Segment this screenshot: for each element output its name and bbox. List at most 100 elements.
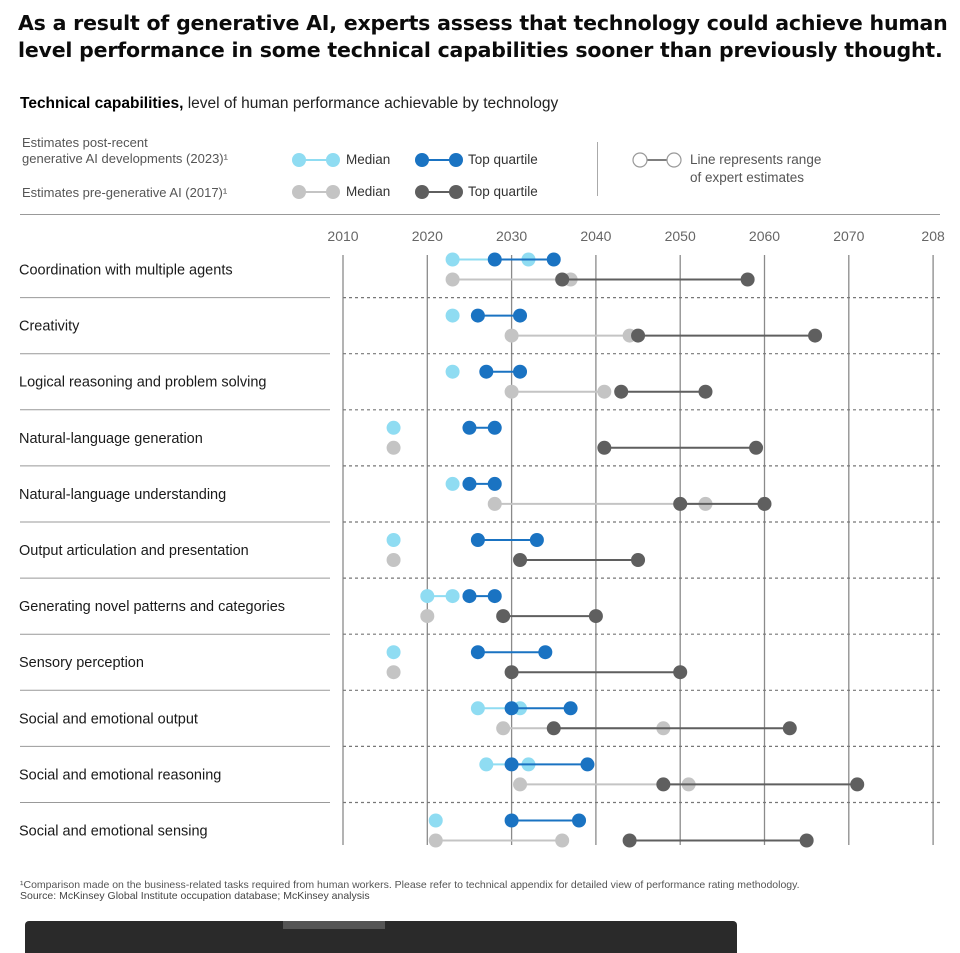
x-tick-label: 2030 [496, 228, 527, 244]
median-2023-dot-end [445, 589, 460, 604]
x-tick-label: 2070 [833, 228, 864, 244]
legend-median-2017-dot-start [292, 185, 306, 199]
median-2023-dot-start [420, 589, 435, 604]
top-2023-dot-start [470, 533, 485, 547]
median-2023-dot-start [445, 476, 460, 491]
legend-range-dot-start [632, 152, 648, 168]
legend-pre-label: Estimates pre-generative AI (2017)¹ [22, 185, 228, 200]
chart-top-rule [20, 214, 940, 215]
legend-median-2023-dot-start [292, 153, 306, 167]
median-2017-dot-start [487, 496, 502, 511]
x-tick-label: 2060 [749, 228, 780, 244]
top-2023-dot-start [504, 813, 519, 828]
median-2017-dot-start [504, 328, 519, 343]
median-2023-dot-start [470, 701, 485, 716]
top-2017-dot-start [673, 496, 688, 511]
top-2023-dot-end [580, 757, 595, 772]
median-2017-dot-start [386, 553, 401, 567]
top-2023-dot-end [487, 589, 502, 604]
subtitle-rest: level of human performance achievable by… [183, 95, 559, 112]
x-tick-label: 2020 [412, 228, 443, 244]
legend-range-line1: Line represents range [690, 152, 822, 167]
legend-median-2023-label: Median [346, 152, 391, 167]
top-2017-dot-start [597, 440, 612, 455]
top-2023-dot-end [513, 308, 528, 323]
top-2017-dot-start [504, 665, 519, 680]
legend-median-2023-dot-end [326, 153, 340, 167]
top-2017-dot-end [698, 384, 713, 399]
top-2023-dot-end [529, 533, 544, 547]
legend-top-2023-dot-end [449, 153, 463, 167]
legend-median-2017-dot-end [326, 185, 340, 199]
top-2023-dot-start [462, 589, 477, 604]
top-2023-dot-start [487, 252, 502, 267]
top-2017-dot-end [808, 328, 823, 343]
top-2023-dot-end [563, 701, 578, 716]
legend-top-2017-label: Top quartile [468, 184, 538, 199]
top-2023-dot-start [504, 701, 519, 716]
legend-top-2023-dot-start [415, 153, 429, 167]
footnote-source: Source: McKinsey Global Institute occupa… [20, 890, 370, 902]
top-2017-dot-start [546, 721, 561, 736]
median-2023-dot-start [479, 757, 494, 772]
top-2017-dot-end [749, 440, 764, 455]
control-bar-segment [283, 921, 385, 929]
category-label: Sensory perception [19, 655, 144, 671]
median-2017-dot-start [513, 777, 528, 792]
top-2023-dot-start [462, 476, 477, 491]
video-control-bar[interactable] [25, 921, 737, 953]
top-2017-dot-start [513, 553, 528, 567]
legend-range-dot-end [666, 152, 682, 168]
legend-top-2023-label: Top quartile [468, 152, 538, 167]
legend-post-line2: generative AI developments (2023)¹ [22, 151, 228, 166]
legend-top-2017-dot-end [449, 185, 463, 199]
category-label: Generating novel patterns and categories [19, 599, 285, 615]
median-2023-dot-start [445, 364, 460, 379]
top-2017-dot-start [555, 272, 570, 287]
top-2017-dot-end [850, 777, 865, 792]
top-2017-dot-start [614, 384, 629, 399]
median-2023-dot-start [386, 533, 401, 547]
top-2017-dot-end [757, 496, 772, 511]
top-2023-dot-end [487, 420, 502, 435]
median-2017-dot-end [597, 384, 612, 399]
median-2023-dot-start [386, 645, 401, 660]
x-tick-label: 2050 [665, 228, 696, 244]
category-label: Social and emotional output [19, 711, 198, 727]
median-2023-dot-start [428, 813, 443, 828]
legend-post-line1: Estimates post-recent [22, 135, 148, 150]
legend-range-line2: of expert estimates [690, 170, 805, 185]
top-2023-dot-end [546, 252, 561, 267]
category-label: Natural-language generation [19, 431, 203, 447]
top-2017-dot-end [740, 272, 755, 287]
category-label: Social and emotional sensing [19, 824, 208, 840]
top-2023-dot-start [470, 308, 485, 323]
top-2017-dot-end [631, 553, 646, 567]
category-label: Output articulation and presentation [19, 543, 249, 559]
legend-median-2017-label: Median [346, 184, 391, 199]
top-2017-dot-start [631, 328, 646, 343]
x-tick-label: 208 [921, 228, 945, 244]
top-2023-dot-start [504, 757, 519, 772]
median-2017-dot-start [496, 721, 511, 736]
top-2023-dot-start [479, 364, 494, 379]
top-2023-dot-end [513, 364, 528, 379]
top-2023-dot-end [572, 813, 587, 828]
x-tick-label: 2010 [327, 228, 358, 244]
category-label: Natural-language understanding [19, 487, 226, 503]
dumbbell-chart: 2010 2020 2030 2040 2050 2060 2070 208 Coordinat… [19, 152, 945, 848]
median-2017-dot-start [386, 440, 401, 455]
median-2017-dot-start [428, 833, 443, 848]
top-2017-dot-end [673, 665, 688, 680]
median-2017-dot-start [386, 665, 401, 680]
chart-subtitle: Technical capabilities, level of human p… [20, 95, 558, 113]
top-2017-dot-end [782, 721, 797, 736]
median-2017-dot-end [555, 833, 570, 848]
x-tick-label: 2040 [580, 228, 611, 244]
median-2023-dot-start [386, 420, 401, 435]
subtitle-bold: Technical capabilities, [20, 95, 184, 112]
median-2017-dot-start [420, 609, 435, 624]
top-2017-dot-start [622, 833, 637, 848]
median-2017-dot-start [445, 272, 460, 287]
median-2023-dot-start [445, 308, 460, 323]
